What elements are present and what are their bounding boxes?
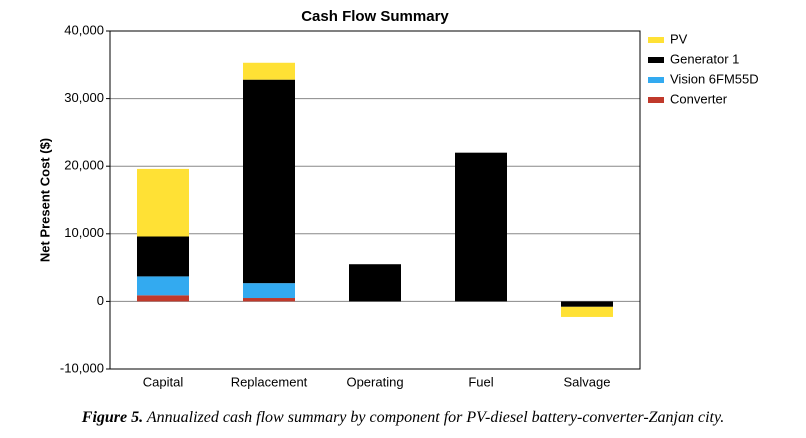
legend-swatch (648, 77, 664, 83)
bar-segment (243, 79, 295, 284)
bar-segment (243, 283, 295, 299)
legend-label: PV (670, 31, 688, 46)
x-tick-label: Capital (143, 374, 184, 389)
bar-segment (561, 301, 613, 307)
bar-segment (137, 168, 189, 237)
bar-segment (455, 152, 507, 302)
legend-swatch (648, 97, 664, 103)
y-tick-label: 10,000 (64, 225, 104, 240)
y-tick-label: 30,000 (64, 90, 104, 105)
bar-segment (561, 306, 613, 317)
x-tick-label: Operating (346, 374, 403, 389)
x-tick-label: Replacement (231, 374, 308, 389)
caption-label: Figure 5. (81, 409, 143, 426)
bar-segment (137, 295, 189, 302)
legend-label: Converter (670, 91, 728, 106)
legend-swatch (648, 57, 664, 63)
bar-segment (243, 298, 295, 302)
chart-title: Cash Flow Summary (301, 8, 449, 25)
x-tick-label: Fuel (468, 374, 493, 389)
bar-segment (137, 236, 189, 277)
caption-text: Annualized cash flow summary by componen… (146, 409, 724, 426)
y-tick-label: -10,000 (60, 360, 104, 375)
caption: Figure 5. Annualized cash flow summary b… (81, 409, 724, 426)
y-tick-label: 0 (97, 293, 104, 308)
y-tick-label: 20,000 (64, 158, 104, 173)
y-axis-label: Net Present Cost ($) (37, 138, 52, 262)
legend-label: Generator 1 (670, 51, 739, 66)
x-tick-label: Salvage (564, 374, 611, 389)
y-tick-label: 40,000 (64, 22, 104, 37)
bar-segment (137, 276, 189, 296)
bar-segment (243, 62, 295, 80)
legend-label: Vision 6FM55D (670, 71, 759, 86)
bar-segment (349, 264, 401, 302)
legend-swatch (648, 37, 664, 43)
plot-frame (109, 30, 641, 370)
